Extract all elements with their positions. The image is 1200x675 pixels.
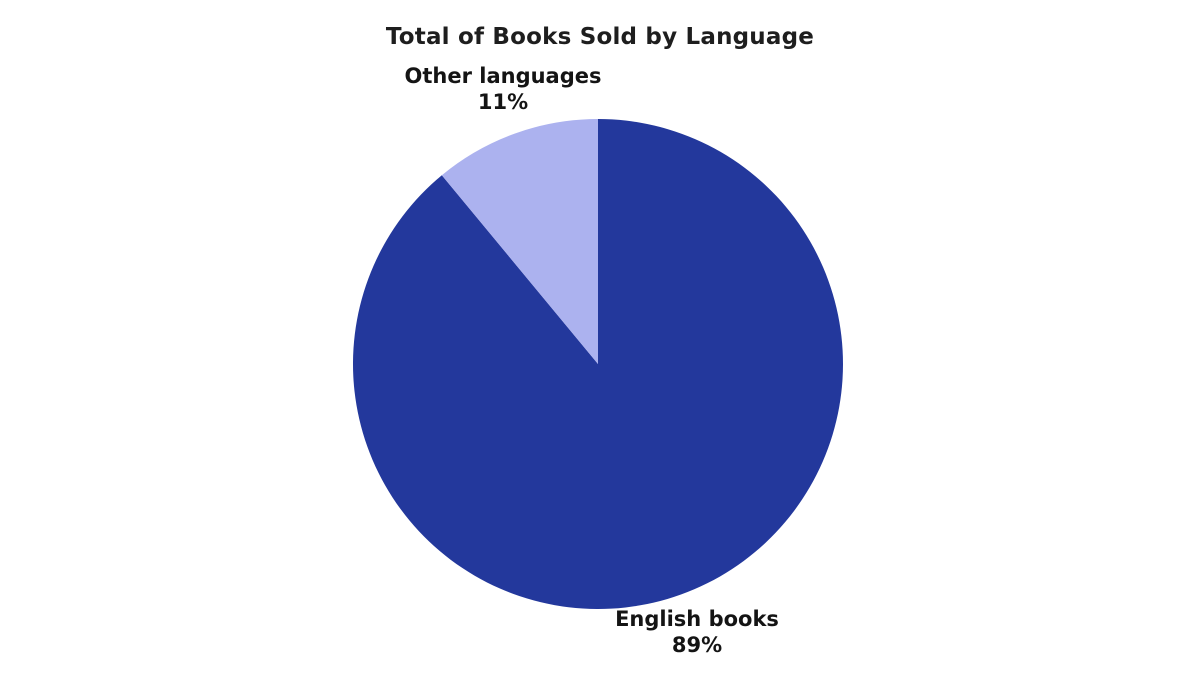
slice-label-other-languages: Other languages 11% [405, 63, 602, 115]
slice-label-other-languages-pct: 11% [477, 90, 529, 114]
slice-label-other-languages-text: Other languages [404, 64, 602, 88]
pie-slice-other-languages [441, 119, 598, 364]
slice-label-english-books-text: English books [615, 607, 779, 631]
slice-label-english-books-pct: 89% [671, 633, 723, 657]
chart-title: Total of Books Sold by Language [385, 24, 815, 50]
slice-label-english-books: English books 89% [615, 606, 779, 658]
pie-slice-english-books [352, 119, 843, 609]
